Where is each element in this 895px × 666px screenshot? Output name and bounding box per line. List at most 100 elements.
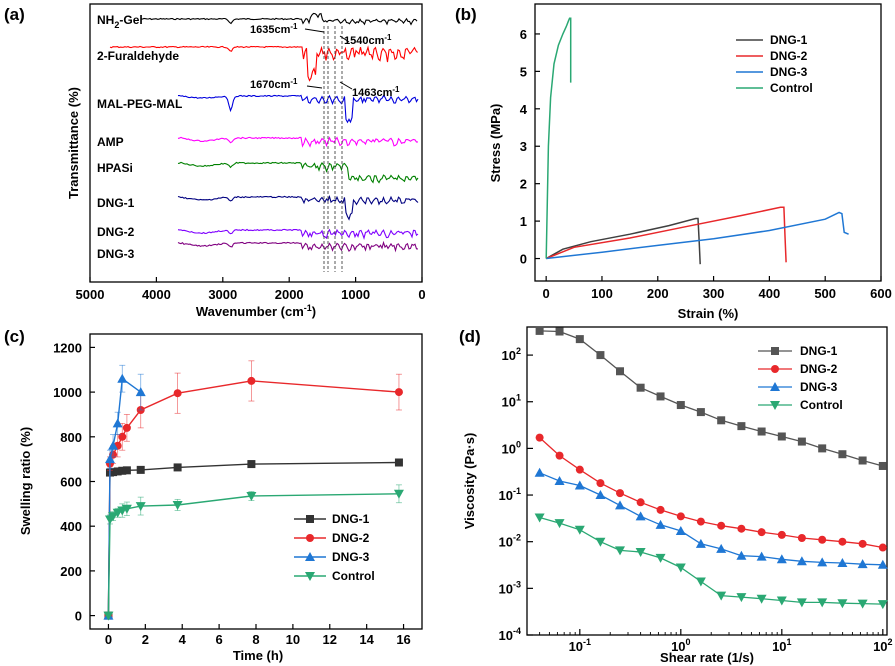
ftir-label-dng-1: DNG-1 <box>97 196 135 210</box>
panel-b-ytick-label-6: 6 <box>520 27 527 42</box>
panel-b-xtick-label-100: 100 <box>591 286 613 301</box>
viscosity-point-dng-2 <box>797 534 806 543</box>
panel-b-xlabel: Strain (%) <box>678 306 739 321</box>
panel-b-ytick-label-5: 5 <box>520 64 527 79</box>
legend-label-dng-3: DNG-3 <box>332 550 370 564</box>
ftir-label-nh2-gel: NH2-Gel <box>97 13 143 30</box>
viscosity-point-control <box>695 577 706 587</box>
viscosity-point-control <box>796 598 807 608</box>
viscosity-point-control <box>675 563 686 573</box>
arrow-1635 <box>304 28 325 33</box>
panel-b-ytick-label-4: 4 <box>520 102 528 117</box>
legend-label-dng-2: DNG-2 <box>800 362 838 376</box>
stress-curve-control <box>545 17 572 259</box>
panel-c-xtick-label-16: 16 <box>396 632 410 647</box>
panel-d-xtick-label-100: 100 <box>671 637 690 654</box>
swelling-point-dng-3 <box>112 418 123 428</box>
legend-label-dng-2: DNG-2 <box>770 49 808 63</box>
viscosity-point-dng-3 <box>756 551 767 561</box>
annotation-1635: 1635cm-1 <box>250 22 298 36</box>
swelling-point-dng-1 <box>247 460 256 469</box>
panel-d-xtick-label-101: 101 <box>772 637 791 654</box>
panel-c-xtick-label-12: 12 <box>323 632 337 647</box>
viscosity-point-control <box>655 553 666 563</box>
ftir-label-hpasi: HPASi <box>97 161 133 175</box>
ftir-trace-2-furaldehyde <box>109 45 418 82</box>
panel-c-xtick-label-2: 2 <box>142 632 149 647</box>
panel-c-ytick-label-800: 800 <box>60 430 82 445</box>
panel-b-xtick-label-600: 600 <box>870 286 892 301</box>
legend-marker-dng-3 <box>770 382 780 391</box>
viscosity-point-dng-2 <box>555 451 564 460</box>
panel-a-xtick-label-3000: 3000 <box>208 287 237 302</box>
viscosity-point-dng-2 <box>757 528 766 537</box>
panel-c-label: (c) <box>4 327 25 346</box>
panel-d-ytick-label-100: 100 <box>502 439 521 456</box>
panel-a-label: (a) <box>4 5 25 24</box>
viscosity-point-dng-2 <box>737 524 746 533</box>
swelling-point-control <box>103 611 114 621</box>
viscosity-point-dng-3 <box>857 559 868 569</box>
swelling-point-dng-2 <box>247 376 256 385</box>
panel-a-xtick-label-0: 0 <box>418 287 425 302</box>
viscosity-point-dng-2 <box>616 489 625 498</box>
stress-curve-dng-2 <box>545 206 787 263</box>
swelling-point-dng-1 <box>136 465 145 474</box>
swelling-point-dng-1 <box>118 466 127 475</box>
arrow-1463 <box>339 81 353 90</box>
panel-c-ytick-label-1200: 1200 <box>53 340 82 355</box>
panel-a-xtick-label-1000: 1000 <box>341 287 370 302</box>
viscosity-point-dng-1 <box>858 456 867 465</box>
viscosity-point-dng-1 <box>656 392 665 401</box>
ftir-trace-amp <box>177 136 419 148</box>
panel-b-xtick-label-0: 0 <box>543 286 550 301</box>
panel-b-xtick-label-400: 400 <box>759 286 781 301</box>
panel-c-ytick-label-0: 0 <box>75 609 82 624</box>
swelling-point-dng-1 <box>113 467 122 476</box>
viscosity-point-dng-3 <box>695 538 706 548</box>
viscosity-point-dng-3 <box>554 476 565 485</box>
viscosity-point-dng-2 <box>575 465 584 474</box>
panel-b: (b) 0 100 200 300 400 500 600 0 1 2 3 4 5 6 DNG-1 DNG-… <box>455 3 892 321</box>
panel-c-frame <box>89 333 423 630</box>
viscosity-point-dng-2 <box>596 479 605 488</box>
ftir-trace-hpasi <box>177 161 419 184</box>
viscosity-point-dng-3 <box>595 490 606 500</box>
panel-c-xtick-label-4: 4 <box>179 632 187 647</box>
panel-b-xtick-label-500: 500 <box>814 286 836 301</box>
viscosity-point-control <box>776 596 787 606</box>
legend-marker-dng-1 <box>306 515 314 523</box>
swelling-point-dng-1 <box>122 466 131 475</box>
panel-a-frame <box>89 3 423 283</box>
viscosity-point-control <box>595 537 606 547</box>
viscosity-point-dng-2 <box>636 498 645 507</box>
panel-d: (d) 10-1 100 101 102 10-4 10-3 10-2 10-1 100 101 1… <box>459 326 893 665</box>
viscosity-line-control <box>539 516 883 605</box>
panel-d-ytick-label-101: 101 <box>502 393 521 410</box>
swelling-point-dng-3 <box>104 454 115 464</box>
viscosity-point-dng-3 <box>837 557 848 567</box>
viscosity-point-dng-1 <box>616 367 625 376</box>
viscosity-point-control <box>615 546 626 556</box>
panel-d-xtick-label-102: 102 <box>873 637 892 654</box>
panel-d-ytick-label-102: 102 <box>502 346 521 363</box>
viscosity-point-dng-3 <box>817 557 828 567</box>
panel-a-xtick-label-4000: 4000 <box>142 287 171 302</box>
swelling-point-control <box>108 512 119 522</box>
swelling-point-dng-2 <box>394 388 403 397</box>
viscosity-point-dng-1 <box>535 326 544 335</box>
panel-c-ytick-label-400: 400 <box>60 519 82 534</box>
viscosity-point-dng-1 <box>878 461 887 470</box>
viscosity-point-dng-1 <box>696 408 705 417</box>
legend-marker-dng-2 <box>306 534 314 542</box>
ftir-label-mal-peg-mal: MAL-PEG-MAL <box>97 97 182 111</box>
panel-b-xtick-label-300: 300 <box>703 286 725 301</box>
swelling-point-dng-2 <box>118 432 127 441</box>
viscosity-point-dng-3 <box>574 480 585 490</box>
arrow-1670 <box>306 85 323 89</box>
ftir-label-dng-3: DNG-3 <box>97 247 135 261</box>
panel-a: (a) 5000 4000 3000 2000 1000 0 NH2-Gel 2-Fural… <box>4 3 426 319</box>
legend-label-dng-1: DNG-1 <box>332 512 370 526</box>
panel-b-ytick-label-0: 0 <box>520 252 527 267</box>
